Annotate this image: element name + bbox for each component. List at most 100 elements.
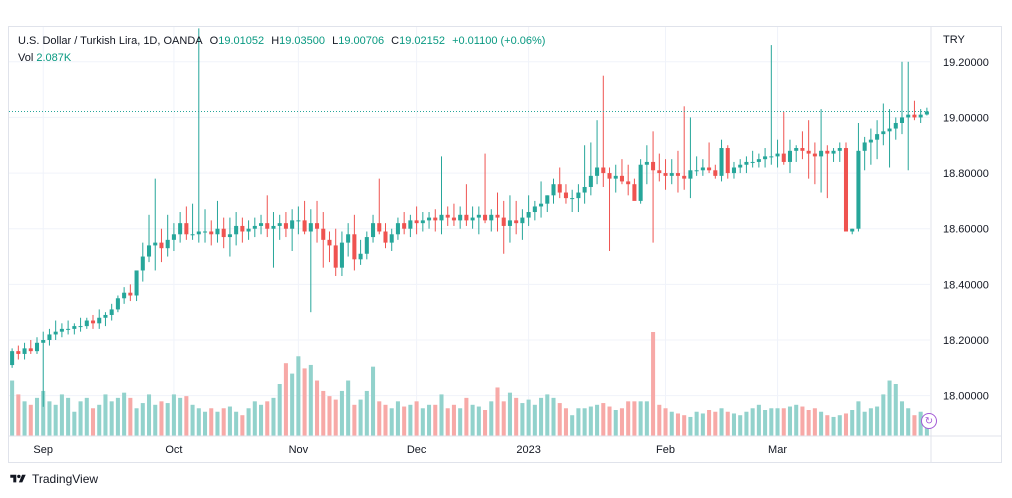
volume-bar xyxy=(644,401,649,436)
volume-bar xyxy=(277,384,282,436)
volume-bar xyxy=(526,399,531,436)
volume-bar xyxy=(90,408,96,436)
currency-label[interactable]: TRY xyxy=(943,34,965,46)
price-tick-label: 18.40000 xyxy=(943,279,989,291)
volume-bar xyxy=(84,397,89,436)
candle-body xyxy=(601,167,606,174)
candle-body xyxy=(520,217,525,224)
volume-bar xyxy=(16,394,21,436)
candle-body xyxy=(277,223,282,226)
volume-bar xyxy=(364,390,369,436)
volume-bar xyxy=(445,408,450,436)
candle-body xyxy=(899,117,905,123)
time-tick-label: Sep xyxy=(33,444,53,456)
candle-body xyxy=(850,228,855,232)
candle-body xyxy=(159,242,164,249)
volume-bar xyxy=(371,366,376,436)
candle-body xyxy=(588,175,593,187)
volume-bar xyxy=(843,413,849,436)
volume-bar xyxy=(66,397,71,436)
volume-bar xyxy=(787,406,793,436)
volume-bar xyxy=(887,380,892,436)
volume-bar xyxy=(545,394,550,436)
volume-bar xyxy=(377,401,382,436)
volume-bar xyxy=(389,408,394,436)
volume-bar xyxy=(296,356,301,436)
candle-body xyxy=(495,214,500,218)
volume-bar xyxy=(582,408,587,436)
price-tick-label: 18.60000 xyxy=(943,224,989,236)
candle-body xyxy=(700,167,705,171)
close-value: 19.02152 xyxy=(399,35,446,47)
candle-body xyxy=(122,292,127,299)
volume-bar xyxy=(408,404,413,436)
volume-bar xyxy=(395,401,400,436)
volume-bar xyxy=(775,408,780,436)
candle-body xyxy=(445,214,450,218)
volume-bar xyxy=(856,401,861,436)
volume-bar xyxy=(146,394,152,436)
volume-bar xyxy=(539,397,544,436)
candle-body xyxy=(881,131,886,135)
candle-body xyxy=(271,225,276,229)
volume-bar xyxy=(912,415,917,436)
volume-bar xyxy=(763,410,768,436)
volume-bar xyxy=(22,401,27,436)
volume-bar xyxy=(221,408,226,436)
candle-body xyxy=(371,223,376,238)
candle-body xyxy=(856,150,861,229)
low-key: L xyxy=(332,35,339,47)
candle-body xyxy=(339,242,344,268)
candle-body xyxy=(290,220,295,229)
candle-body xyxy=(203,231,208,233)
candle-body xyxy=(439,214,444,221)
candle-body xyxy=(775,153,780,157)
candle-body xyxy=(395,223,400,235)
volume-value: 2.087K xyxy=(36,52,72,64)
candle-body xyxy=(352,234,357,260)
candle-body xyxy=(402,223,407,229)
volume-bar xyxy=(769,408,774,436)
high-value: 19.03500 xyxy=(279,35,326,47)
candle-body xyxy=(868,139,873,143)
candle-body xyxy=(794,148,799,151)
volume-bar xyxy=(420,408,425,436)
candle-body xyxy=(557,184,562,193)
go-to-realtime-button[interactable]: ↻ xyxy=(921,413,937,429)
candle-body xyxy=(327,239,332,246)
candle-body xyxy=(657,170,662,174)
volume-bar xyxy=(271,397,276,436)
tradingview-logo[interactable]: TradingView xyxy=(9,472,98,486)
volume-bar xyxy=(122,392,127,436)
volume-bar xyxy=(570,415,575,436)
volume-bar xyxy=(53,404,58,436)
candle-body xyxy=(41,340,46,343)
volume-bar xyxy=(520,403,525,436)
volume-bar xyxy=(700,413,705,436)
volume-bar xyxy=(489,401,494,436)
price-tick-label: 18.80000 xyxy=(943,168,989,180)
volume-bar xyxy=(358,399,363,436)
candle-body xyxy=(644,161,649,165)
time-tick-label: Feb xyxy=(656,444,675,456)
legend-ohlc: U.S. Dollar / Turkish Lira, 1D, OANDA O1… xyxy=(18,35,549,47)
volume-bar xyxy=(140,403,145,436)
candle-body xyxy=(140,256,145,271)
candle-body xyxy=(607,173,612,179)
volume-bars xyxy=(10,332,929,436)
candle-body xyxy=(532,206,537,213)
candle-body xyxy=(738,164,743,168)
candle-body xyxy=(383,231,388,243)
time-tick-label: 2023 xyxy=(516,444,540,456)
candle-body xyxy=(389,234,394,243)
candle-body xyxy=(862,142,867,151)
volume-bar xyxy=(825,415,830,436)
symbol-title[interactable]: U.S. Dollar / Turkish Lira, 1D, OANDA xyxy=(18,35,203,47)
legend-volume: Vol 2.087K xyxy=(18,52,75,64)
volume-bar xyxy=(315,380,320,436)
candle-body xyxy=(451,217,456,221)
volume-bar xyxy=(613,410,618,436)
volume-bar xyxy=(165,403,170,436)
volume-bar xyxy=(246,408,251,436)
